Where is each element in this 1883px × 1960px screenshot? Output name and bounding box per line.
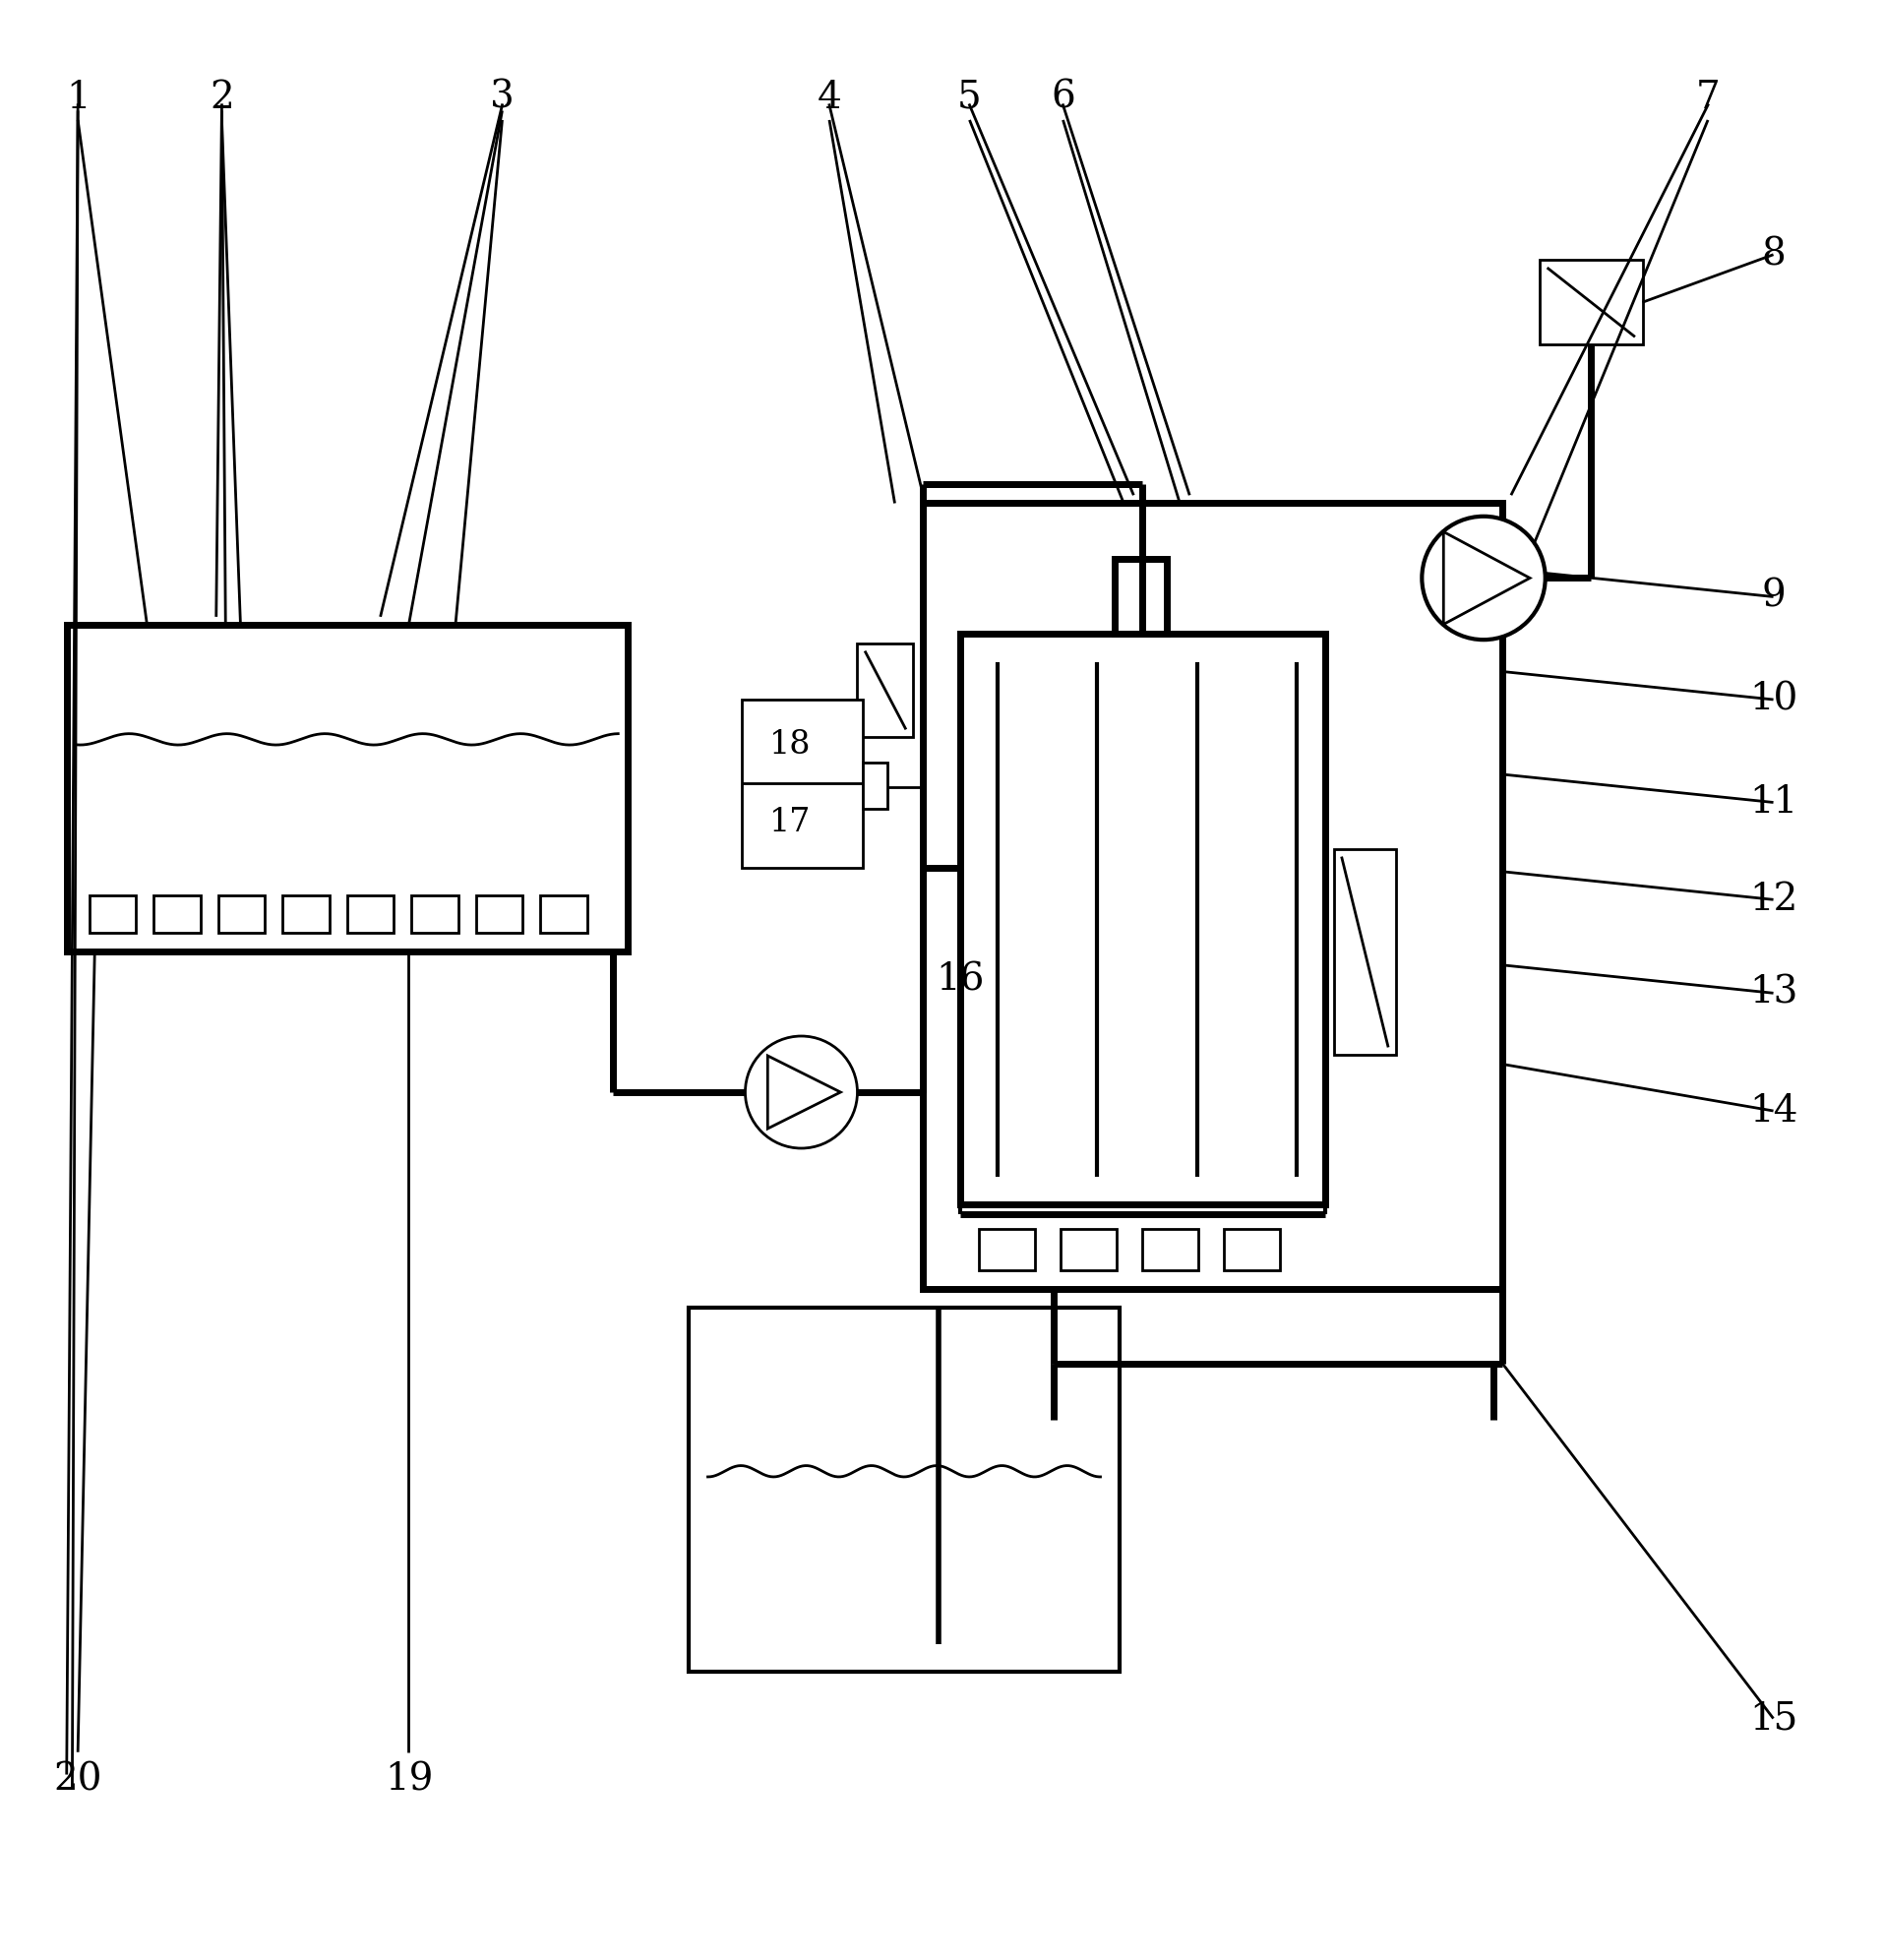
Text: 6: 6 [1051, 78, 1075, 116]
Bar [476, 896, 523, 933]
Text: 3: 3 [490, 78, 514, 116]
Text: 17: 17 [770, 808, 812, 839]
Bar [960, 635, 1326, 1203]
Bar [1333, 849, 1395, 1054]
Bar [282, 896, 330, 933]
Text: 8: 8 [1761, 237, 1785, 272]
Text: 13: 13 [1749, 974, 1798, 1011]
Text: 12: 12 [1749, 882, 1798, 917]
Circle shape [1422, 515, 1546, 639]
Text: 4: 4 [817, 78, 842, 116]
Text: 10: 10 [1749, 682, 1798, 717]
Polygon shape [768, 1056, 840, 1129]
Bar [979, 1229, 1036, 1270]
Bar [857, 643, 913, 737]
Bar [862, 762, 887, 809]
Bar [218, 896, 266, 933]
Text: 19: 19 [384, 1762, 433, 1799]
Text: 15: 15 [1749, 1699, 1798, 1737]
Text: 16: 16 [936, 962, 985, 998]
Bar [1224, 1229, 1280, 1270]
Text: 1: 1 [66, 78, 90, 116]
Bar [154, 896, 200, 933]
Bar [89, 896, 136, 933]
Bar [1060, 1229, 1117, 1270]
Text: 9: 9 [1761, 578, 1785, 615]
Polygon shape [1444, 531, 1529, 625]
Bar [1143, 1229, 1199, 1270]
Bar [689, 1307, 1119, 1672]
Circle shape [746, 1037, 857, 1149]
Bar [66, 625, 627, 953]
Text: 2: 2 [209, 78, 233, 116]
Bar [923, 504, 1503, 1288]
Text: 18: 18 [768, 729, 812, 760]
Bar [1540, 261, 1642, 345]
Text: 14: 14 [1749, 1092, 1798, 1129]
Bar [1115, 559, 1167, 635]
Text: 11: 11 [1749, 784, 1798, 821]
Bar [742, 700, 862, 868]
Bar [412, 896, 458, 933]
Bar [346, 896, 394, 933]
Bar [540, 896, 587, 933]
Text: 20: 20 [53, 1762, 102, 1799]
Text: 7: 7 [1697, 78, 1719, 116]
Text: 5: 5 [957, 78, 981, 116]
